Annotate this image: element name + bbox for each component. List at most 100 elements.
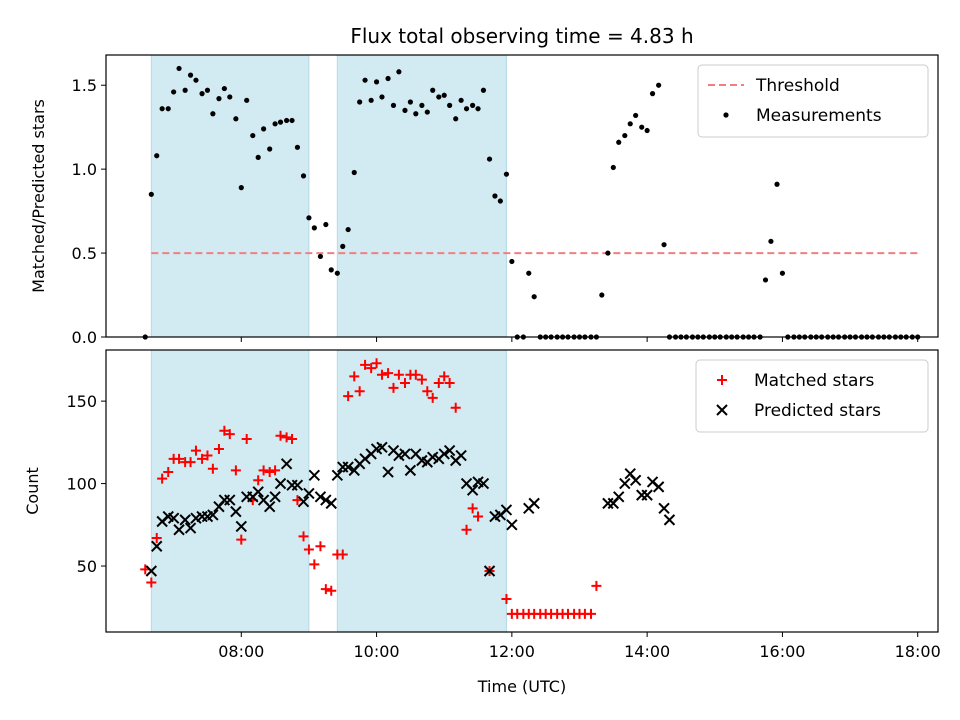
x-tick-label: 16:00 xyxy=(759,642,805,661)
measurement-point xyxy=(470,102,476,108)
measurement-point xyxy=(165,106,171,112)
predicted-point xyxy=(399,448,411,460)
matched-point xyxy=(354,386,365,397)
measurement-point xyxy=(616,139,622,145)
matched-point xyxy=(185,457,196,468)
predicted-point xyxy=(297,496,310,508)
measurement-point xyxy=(447,102,453,108)
measurement-point xyxy=(311,225,317,231)
measurement-point xyxy=(413,111,419,117)
series-0 xyxy=(140,358,602,619)
measurement-point xyxy=(233,116,239,122)
predicted-point xyxy=(184,522,197,534)
matched-point xyxy=(416,374,427,385)
measurement-point xyxy=(633,112,639,119)
measurement-point xyxy=(599,292,605,298)
predicted-point xyxy=(506,519,518,531)
predicted-point xyxy=(179,514,191,526)
x-tick-label: 10:00 xyxy=(354,642,400,661)
y-axis-label: Matched/Predicted stars xyxy=(29,99,48,293)
measurement-point xyxy=(289,117,295,124)
measurement-point xyxy=(277,119,284,125)
predicted-point xyxy=(636,489,648,501)
measurement-point xyxy=(187,72,194,78)
matched-point xyxy=(427,392,438,403)
matched-point xyxy=(207,463,218,474)
measurement-point xyxy=(509,258,515,265)
measurement-point xyxy=(463,106,470,112)
measurement-point xyxy=(475,106,481,112)
predicted-point xyxy=(303,487,315,500)
measurement-point xyxy=(480,87,487,93)
matched-point xyxy=(388,382,399,393)
matched-point xyxy=(230,465,241,476)
measurement-point xyxy=(300,173,307,179)
measurement-point xyxy=(385,75,391,82)
matched-point xyxy=(151,533,162,543)
measurement-point xyxy=(261,126,267,132)
matched-point xyxy=(309,559,320,570)
predicted-point xyxy=(477,477,490,490)
measurement-point xyxy=(216,96,222,102)
predicted-point xyxy=(613,491,625,503)
measurement-point xyxy=(193,77,199,83)
measurement-point xyxy=(323,221,329,228)
predicted-point xyxy=(320,494,332,506)
predicted-point xyxy=(528,497,540,510)
measurement-point xyxy=(362,77,368,83)
matched-point xyxy=(174,453,185,464)
matched-point xyxy=(337,549,348,560)
predicted-point xyxy=(173,524,185,536)
measurement-point xyxy=(441,92,447,98)
x-tick-label: 18:00 xyxy=(895,642,941,661)
legend-label: Threshold xyxy=(755,76,840,96)
legend-box xyxy=(695,359,929,433)
series-1 xyxy=(145,441,676,577)
shaded-interval xyxy=(150,54,310,338)
measurement-point xyxy=(419,102,425,108)
matched-point xyxy=(585,608,596,619)
shaded-interval xyxy=(336,349,507,633)
predicted-point xyxy=(629,474,642,486)
x-tick-label: 08:00 xyxy=(218,642,264,661)
x-tick-label: 12:00 xyxy=(489,642,535,661)
matched-point xyxy=(326,585,337,596)
matched-point xyxy=(399,377,410,388)
legend-label: Matched stars xyxy=(754,371,874,391)
axes-frame xyxy=(105,349,939,633)
axes-frame xyxy=(105,54,939,338)
matched-point xyxy=(315,541,326,552)
matched-point xyxy=(146,577,157,588)
series-0 xyxy=(142,65,921,340)
matched-point xyxy=(202,450,213,461)
measurement-point xyxy=(199,91,205,97)
measurement-point xyxy=(284,117,290,124)
measurement-point xyxy=(656,82,662,88)
predicted-point xyxy=(263,500,276,513)
predicted-point xyxy=(443,444,456,457)
predicted-point xyxy=(235,520,247,533)
measurement-point xyxy=(182,87,188,93)
matched-point xyxy=(224,429,235,440)
measurement-point xyxy=(351,169,357,176)
measurement-point xyxy=(334,270,340,276)
predicted-point xyxy=(145,565,158,577)
measurement-point xyxy=(227,94,233,100)
matched-point xyxy=(591,580,602,591)
matched-point xyxy=(410,369,421,380)
measurement-point xyxy=(774,181,780,187)
y-tick-label: 1.5 xyxy=(72,76,97,95)
matched-point xyxy=(270,465,281,476)
measurement-point xyxy=(244,97,250,103)
measurement-point xyxy=(255,154,261,160)
matched-point xyxy=(253,475,264,486)
matched-point xyxy=(213,443,224,454)
matched-point xyxy=(422,386,433,397)
legend: Threshold Measurements xyxy=(697,64,929,138)
matched-point xyxy=(371,358,382,369)
measurement-point xyxy=(250,132,256,139)
measurement-point xyxy=(424,109,430,115)
y-tick-label: 100 xyxy=(66,475,97,494)
predicted-point xyxy=(280,458,293,470)
